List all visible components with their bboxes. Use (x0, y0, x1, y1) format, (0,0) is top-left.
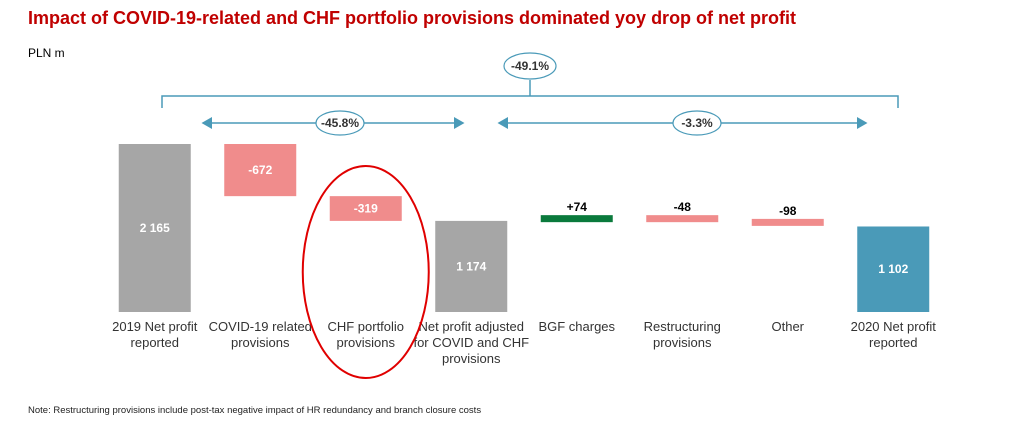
waterfall-bar (646, 215, 719, 223)
second-segment-change-bubble (672, 110, 722, 136)
overall-change-label: -49.1% (511, 59, 549, 73)
bar-value-label: -319 (354, 202, 378, 216)
category-label: provisions (442, 351, 501, 366)
bar-value-label: -98 (779, 204, 797, 218)
chart-title: Impact of COVID-19-related and CHF portf… (28, 8, 797, 28)
first-segment-change-label: -45.8% (321, 116, 359, 130)
waterfall-bar (435, 220, 508, 312)
bar-value-label: 2 165 (140, 221, 170, 235)
highlight-ellipse (301, 165, 430, 379)
category-label: 2019 Net profit (112, 319, 198, 334)
overall-bracket (161, 95, 899, 108)
category-label: Other (771, 319, 804, 334)
category-label: BGF charges (538, 319, 615, 334)
waterfall-bar (751, 218, 824, 226)
category-label: for COVID and CHF (413, 335, 529, 350)
bar-value-label: 1 174 (456, 259, 486, 273)
bar-value-label: -672 (248, 163, 272, 177)
bar-value-label: 1 102 (878, 262, 908, 276)
category-label: reported (131, 335, 179, 350)
footnote: Note: Restructuring provisions include p… (28, 405, 482, 416)
category-label: provisions (336, 335, 395, 350)
category-label: reported (869, 335, 917, 350)
waterfall-bar (118, 144, 191, 312)
overall-change-bubble (503, 52, 557, 80)
unit-label: PLN m (28, 46, 65, 60)
category-label: provisions (653, 335, 712, 350)
waterfall-bar (329, 196, 402, 221)
waterfall-bar (540, 215, 613, 223)
waterfall-bar (857, 226, 930, 312)
bar-value-label: +74 (567, 200, 588, 214)
category-label: COVID-19 related (209, 319, 312, 334)
waterfall-bar (224, 144, 297, 197)
bar-value-label: -48 (674, 200, 692, 214)
category-label: CHF portfolio (327, 319, 404, 334)
category-label: Net profit adjusted (418, 319, 524, 334)
category-label: 2020 Net profit (851, 319, 937, 334)
category-label: Restructuring (644, 319, 721, 334)
category-label: provisions (231, 335, 290, 350)
second-segment-change-label: -3.3% (681, 116, 713, 130)
first-segment-change-bubble (315, 110, 365, 136)
